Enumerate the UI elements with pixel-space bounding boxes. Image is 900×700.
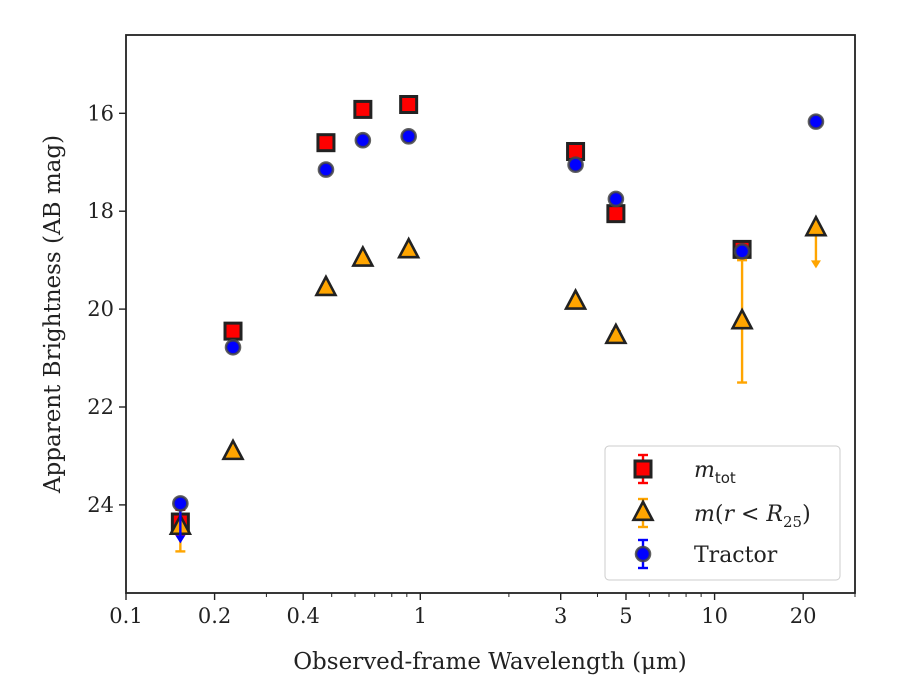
legend: mtot m(r < R25) Tractor [604,445,841,581]
data-point [353,99,373,119]
data-point [804,214,828,237]
data-point [730,307,754,330]
legend-markers [631,453,655,570]
axes [125,34,856,594]
x-axis-title: Observed-frame Wavelength (μm) [293,649,687,675]
y-tick-label: 24 [87,493,114,517]
data-point [733,243,751,260]
data-point [224,338,242,356]
data-point [807,113,825,130]
data-marks [168,95,828,553]
series-2 [172,113,825,544]
data-point [604,322,628,345]
data-point [172,495,189,512]
legend-marker [634,545,652,563]
x-tick-label: 5 [619,604,632,628]
data-point [314,274,338,297]
y-tick-label: 18 [87,199,114,223]
x-tick-label: 10 [701,604,728,628]
ticks: 0.1 0.2 0.4 1 3 5 10 20 16 18 20 22 24 [87,101,856,628]
data-point [607,190,625,208]
legend-label-m-r25: m(r < R25) [694,502,811,531]
legend-frame [604,445,841,581]
data-point [317,161,335,178]
data-point [316,133,336,153]
data-point [399,95,419,115]
x-tick-label: 0.1 [109,604,142,628]
data-point [606,204,626,224]
legend-marker [631,499,655,522]
x-tick-label: 0.2 [198,604,231,628]
y-tick-label: 16 [87,101,114,125]
data-point [354,131,372,149]
y-tick-label: 20 [87,297,114,321]
upper-limit-arrow [810,260,821,269]
data-point [567,156,584,174]
data-point [563,287,588,310]
plot-area-frame [125,34,856,594]
legend-label-tractor: Tractor [694,543,778,568]
legend-label-m-tot: mtot [694,458,736,487]
x-tick-label: 1 [414,604,427,628]
legend-entry-m-tot: mtot [694,458,736,487]
y-tick-label: 22 [87,395,114,419]
legend-entry-m-r25: m(r < R25) [694,502,811,531]
x-tick-label: 20 [790,604,817,628]
data-point [221,438,245,461]
data-point [400,128,417,145]
upper-limit-arrow [175,535,186,544]
x-tick-label: 0.4 [286,604,319,628]
data-point [397,236,421,259]
data-point [223,321,243,341]
y-axis-title: Apparent Brightness (AB mag) [40,135,66,494]
x-tick-label: 3 [554,604,567,628]
legend-entry-tractor: Tractor [694,543,778,568]
legend-marker [633,459,653,479]
data-point [351,244,375,267]
